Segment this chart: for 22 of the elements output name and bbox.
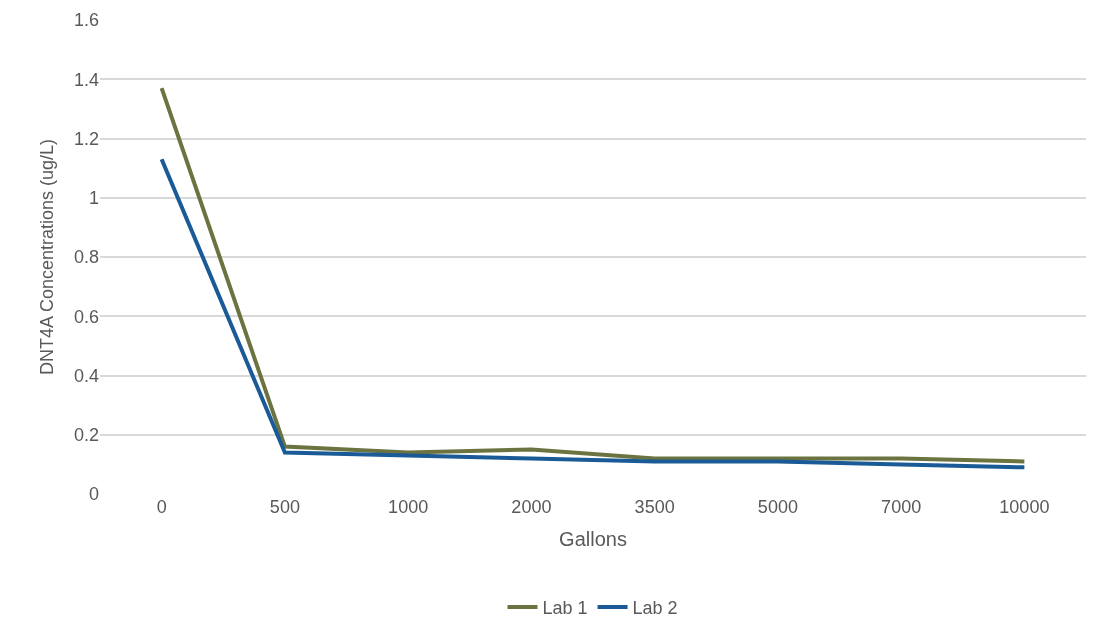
legend-label: Lab 1 xyxy=(542,598,588,619)
x-axis-title: Gallons xyxy=(559,527,627,550)
y-tick-label: 1.2 xyxy=(73,128,99,149)
x-tick-label: 7000 xyxy=(881,497,922,517)
y-axis-title: DNT4A Concentrations (ug/L) xyxy=(37,138,58,376)
x-tick-label: 0 xyxy=(156,497,167,517)
x-tick-label: 10000 xyxy=(999,497,1050,517)
x-tick-label: 500 xyxy=(269,497,300,517)
y-tick-label: 0.2 xyxy=(73,425,99,446)
y-tick-label: 1.6 xyxy=(73,10,99,31)
y-tick-label: 1.4 xyxy=(73,69,99,90)
line-series xyxy=(159,86,1027,464)
x-tick-label: 3500 xyxy=(634,497,675,517)
x-tick-label: 2000 xyxy=(511,497,552,517)
y-tick-label: 0.4 xyxy=(73,365,99,386)
y-tick-label: 0.6 xyxy=(73,306,99,327)
legend-label: Lab 2 xyxy=(632,598,678,619)
y-tick-label: 0.8 xyxy=(73,247,99,268)
y-tick-label: 1 xyxy=(88,188,99,209)
x-tick-label: 1000 xyxy=(388,497,429,517)
line-series xyxy=(159,157,1027,470)
x-tick-label: 5000 xyxy=(757,497,798,517)
